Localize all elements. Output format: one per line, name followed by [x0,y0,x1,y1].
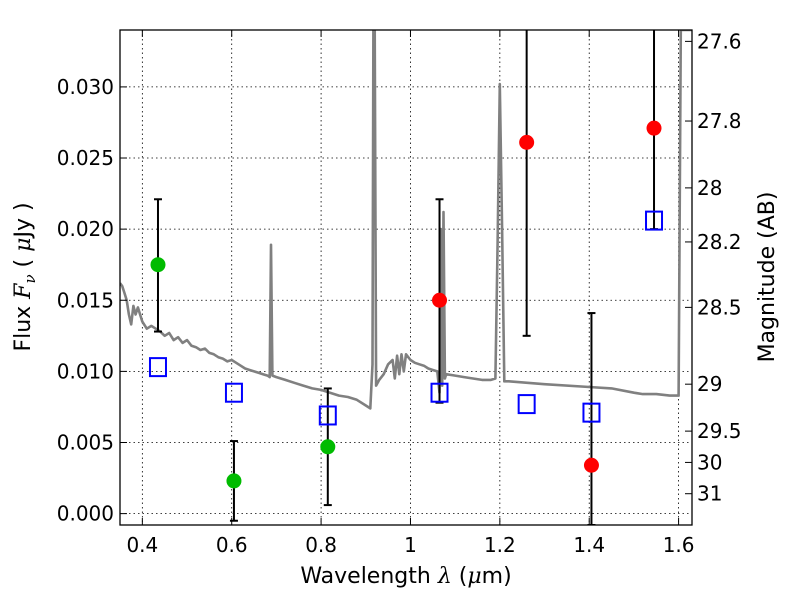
y2-tick-label: 27.8 [697,109,742,133]
x-tick-label: 1.4 [573,533,605,557]
y-tick-label: 0.000 [57,502,114,526]
data-point [519,134,535,150]
data-point [320,439,336,455]
y2-axis-label: Magnitude (AB) [755,192,780,363]
y-tick-label: 0.005 [57,431,114,455]
x-tick-label: 0.8 [305,533,337,557]
x-tick-label: 0.6 [216,533,248,557]
x-axis-label: Wavelength λ (μm) [300,564,511,589]
x-tick-label: 1.2 [484,533,516,557]
x-tick-label: 1.6 [663,533,695,557]
data-point [432,292,448,308]
x-tick-label: 1 [404,533,417,557]
y-tick-label: 0.010 [57,359,114,383]
model-spectrum-line [120,30,692,410]
y-tick-label: 0.020 [57,217,114,241]
tick-labels: 0.4 0.6 0.8 1 1.2 1.4 1.6 0.000 0.005 0.010 0.015 0… [57,29,742,557]
x-tick-label: 0.4 [126,533,158,557]
y2-tick-label: 31 [697,482,722,506]
model-point [430,382,449,403]
grid [120,30,692,525]
model-point [582,402,601,423]
tick-marks [120,30,692,525]
model-point [148,357,167,378]
y2-tick-label: 30 [697,450,722,474]
data-point [646,120,662,136]
model-point [645,210,664,231]
data-point [150,257,166,273]
y-axis-label: Flux Fν ( μJy ) [11,202,39,351]
y-tick-label: 0.030 [57,75,114,99]
data-layer [120,30,692,525]
y2-tick-label: 28.5 [697,295,742,319]
model-point [517,394,536,415]
y2-tick-label: 29.5 [697,419,742,443]
plot-frame [119,29,693,526]
y-tick-label: 0.015 [57,288,114,312]
data-point [583,457,599,473]
data-point [226,473,242,489]
y-tick-label: 0.025 [57,146,114,170]
y2-tick-label: 28.2 [697,230,742,254]
model-point [318,405,337,426]
y2-tick-label: 27.6 [697,29,742,53]
model-point [224,382,243,403]
y2-tick-label: 29 [697,372,722,396]
y2-tick-label: 28 [697,176,722,200]
